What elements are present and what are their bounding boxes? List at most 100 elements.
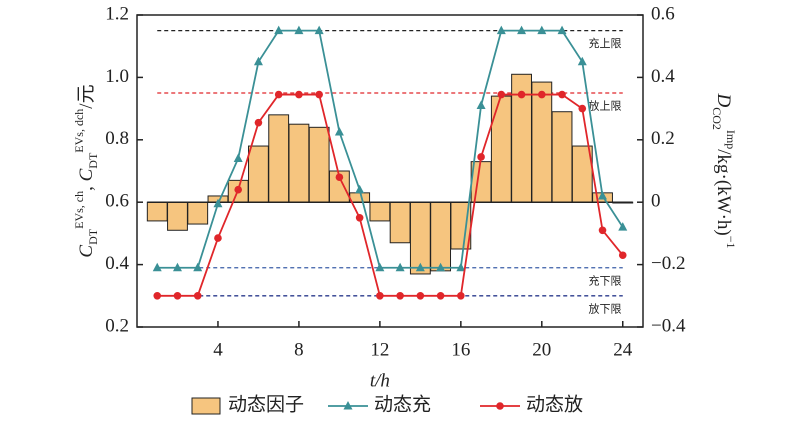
bar bbox=[430, 201, 452, 272]
legend-label: 动态因子 bbox=[228, 393, 304, 415]
y-axis-label-part: /元 bbox=[76, 84, 97, 108]
point bbox=[598, 226, 607, 235]
point bbox=[457, 292, 465, 300]
bar bbox=[308, 126, 330, 203]
bar bbox=[369, 201, 391, 222]
bar bbox=[531, 81, 553, 203]
point bbox=[496, 25, 506, 35]
y2-axis-label-part: /kg·(kW·h) bbox=[713, 149, 734, 236]
reference-label: 放下限 bbox=[589, 301, 622, 315]
point bbox=[152, 262, 162, 272]
point bbox=[456, 262, 466, 272]
point bbox=[253, 56, 263, 66]
point bbox=[517, 90, 526, 99]
bar bbox=[288, 123, 310, 203]
point bbox=[415, 262, 425, 272]
y2-tick-label: −0.2 bbox=[651, 253, 685, 274]
point bbox=[375, 262, 385, 272]
point bbox=[172, 262, 182, 272]
point bbox=[476, 100, 486, 109]
y2-tick-label: 0.6 bbox=[651, 3, 675, 24]
point bbox=[314, 25, 324, 35]
y-axis-label: CDTEVs, ch, CDTEVs, dch/元 bbox=[72, 84, 100, 257]
point bbox=[598, 190, 608, 200]
point bbox=[233, 153, 243, 163]
x-tick-label: 20 bbox=[532, 339, 551, 360]
y-axis-label-part: EVs, dch bbox=[72, 109, 86, 153]
point bbox=[274, 25, 284, 35]
reference-label: 放上限 bbox=[589, 99, 622, 113]
bar bbox=[551, 111, 573, 203]
point bbox=[416, 292, 425, 300]
x-tick-label: 12 bbox=[370, 339, 389, 360]
y-tick-label: 1.2 bbox=[105, 3, 129, 24]
point bbox=[334, 127, 344, 136]
point bbox=[538, 90, 546, 99]
point bbox=[193, 292, 202, 300]
y2-axis-label-part: Imp bbox=[724, 130, 738, 149]
point bbox=[395, 262, 405, 272]
point bbox=[537, 25, 547, 35]
point bbox=[213, 198, 223, 208]
y2-tick-label: 0.2 bbox=[651, 128, 675, 149]
point bbox=[497, 90, 506, 99]
y-axis-label-part: , bbox=[76, 181, 97, 191]
legend-marker bbox=[343, 401, 353, 410]
y2-tick-label: −0.4 bbox=[651, 315, 686, 336]
point bbox=[436, 262, 446, 272]
bar bbox=[268, 114, 290, 203]
legend-label: 动态充 bbox=[374, 393, 431, 415]
point bbox=[577, 56, 587, 66]
point bbox=[376, 292, 384, 300]
y-tick-label: 1.0 bbox=[105, 66, 129, 87]
x-axis-label: t/h bbox=[370, 370, 390, 391]
y2-tick-label: 0 bbox=[651, 191, 661, 212]
point bbox=[396, 292, 404, 300]
y-axis-label-part: C bbox=[76, 168, 97, 181]
point bbox=[618, 251, 627, 260]
bar bbox=[167, 201, 188, 231]
y-tick-label: 0.8 bbox=[105, 128, 129, 149]
y-axis-label-part: DT bbox=[86, 152, 100, 169]
point bbox=[477, 153, 485, 161]
reference-label: 充上限 bbox=[589, 36, 622, 50]
point bbox=[173, 292, 182, 300]
point bbox=[274, 90, 283, 99]
x-tick-label: 24 bbox=[613, 339, 633, 360]
y2-axis-label: DCO2Imp/kg·(kW·h)−1 bbox=[710, 92, 738, 248]
point bbox=[517, 25, 527, 35]
bar bbox=[349, 192, 371, 203]
y-axis-label-part: C bbox=[76, 245, 97, 258]
bar bbox=[389, 201, 411, 244]
y2-axis-label-part: CO2 bbox=[710, 107, 724, 130]
point bbox=[315, 90, 323, 99]
y-axis-label-part: EVs, ch bbox=[72, 191, 86, 229]
point bbox=[578, 104, 587, 113]
y-tick-label: 0.6 bbox=[105, 191, 129, 212]
x-tick-label: 16 bbox=[451, 339, 470, 360]
point bbox=[153, 292, 162, 300]
plot-frame bbox=[136, 14, 644, 328]
point bbox=[558, 90, 566, 99]
point bbox=[436, 292, 445, 300]
y-tick-label: 0.2 bbox=[105, 315, 129, 336]
point bbox=[254, 118, 263, 127]
point bbox=[557, 25, 567, 35]
legend-marker bbox=[496, 402, 504, 410]
bar bbox=[248, 145, 269, 203]
reference-label: 充下限 bbox=[589, 273, 622, 287]
point bbox=[294, 25, 304, 35]
point bbox=[193, 262, 203, 272]
point bbox=[335, 173, 344, 182]
legend-label: 动态放 bbox=[526, 393, 583, 415]
point bbox=[355, 214, 364, 222]
bar bbox=[187, 201, 209, 225]
y2-tick-label: 0.4 bbox=[651, 66, 675, 87]
legend-swatch bbox=[191, 397, 221, 415]
y-tick-label: 0.4 bbox=[105, 253, 129, 274]
point bbox=[618, 222, 628, 231]
x-tick-label: 8 bbox=[294, 339, 304, 360]
point bbox=[355, 184, 365, 194]
y-axis-label-part: DT bbox=[86, 228, 100, 245]
